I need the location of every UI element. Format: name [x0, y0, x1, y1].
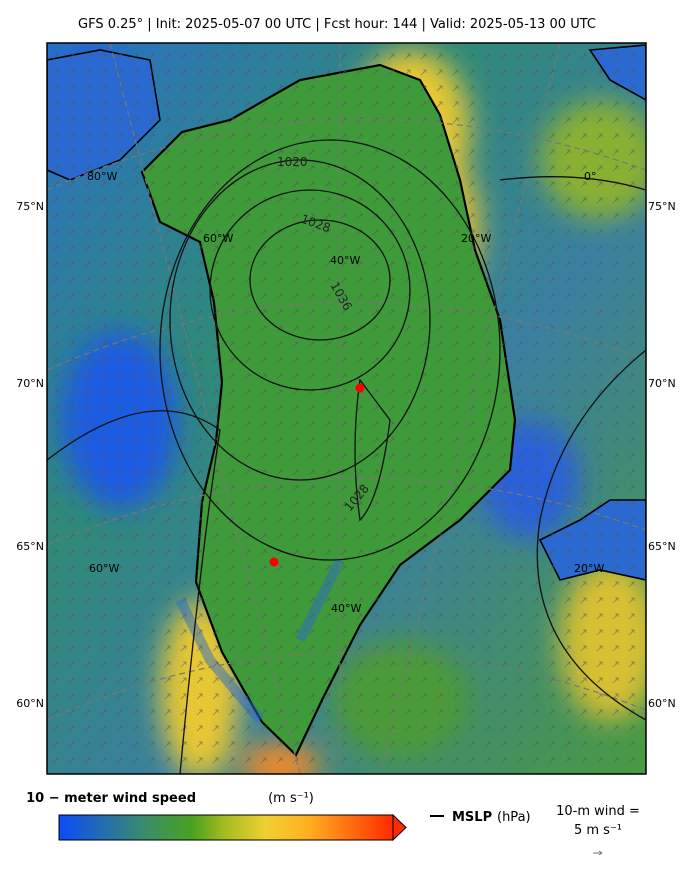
wind-legend: 10-m wind = — [556, 804, 640, 819]
lat-label: 75°N — [16, 200, 44, 213]
lon-label: 60°W — [203, 232, 233, 245]
colorbar-label: 10 − meter wind speed — [26, 791, 196, 806]
mslp-unit: (hPa) — [497, 810, 531, 825]
mslp-legend: MSLP — [452, 810, 492, 825]
lat-label: 70°N — [16, 377, 44, 390]
marker — [269, 557, 279, 567]
graticule — [47, 43, 646, 774]
map: 80°W 60°W 40°W 20°W 0° 60°W 40°W 20°W 10… — [47, 43, 646, 774]
colorbar-extend — [392, 813, 407, 842]
lon-label: 40°W — [331, 602, 361, 615]
wind-legend: 5 m s⁻¹ — [574, 823, 622, 838]
colorbar-fill — [59, 815, 393, 840]
title: GFS 0.25° | Init: 2025-05-07 00 UTC | Fc… — [78, 17, 596, 32]
lat-label: 75°N — [648, 200, 676, 213]
lon-label: 20°W — [574, 562, 604, 575]
colorbar-unit: (m s⁻¹) — [268, 791, 314, 806]
mslp-contours — [47, 139, 646, 774]
map-frame — [46, 42, 647, 775]
lat-label: 70°N — [648, 377, 676, 390]
lat-label: 65°N — [648, 540, 676, 553]
contour-label: 1020 — [277, 155, 308, 169]
lon-label: 80°W — [87, 170, 117, 183]
lat-label: 60°N — [648, 697, 676, 710]
marker — [355, 383, 365, 393]
lon-label: 0° — [584, 170, 597, 183]
lon-label: 40°W — [330, 254, 360, 267]
lon-label: 20°W — [461, 232, 491, 245]
lon-label: 60°W — [89, 562, 119, 575]
colorbar: 10 − meter wind speed (m s⁻¹) — [26, 791, 407, 842]
wind-legend-arrow — [593, 850, 603, 856]
lat-label: 65°N — [16, 540, 44, 553]
lat-label: 60°N — [16, 697, 44, 710]
